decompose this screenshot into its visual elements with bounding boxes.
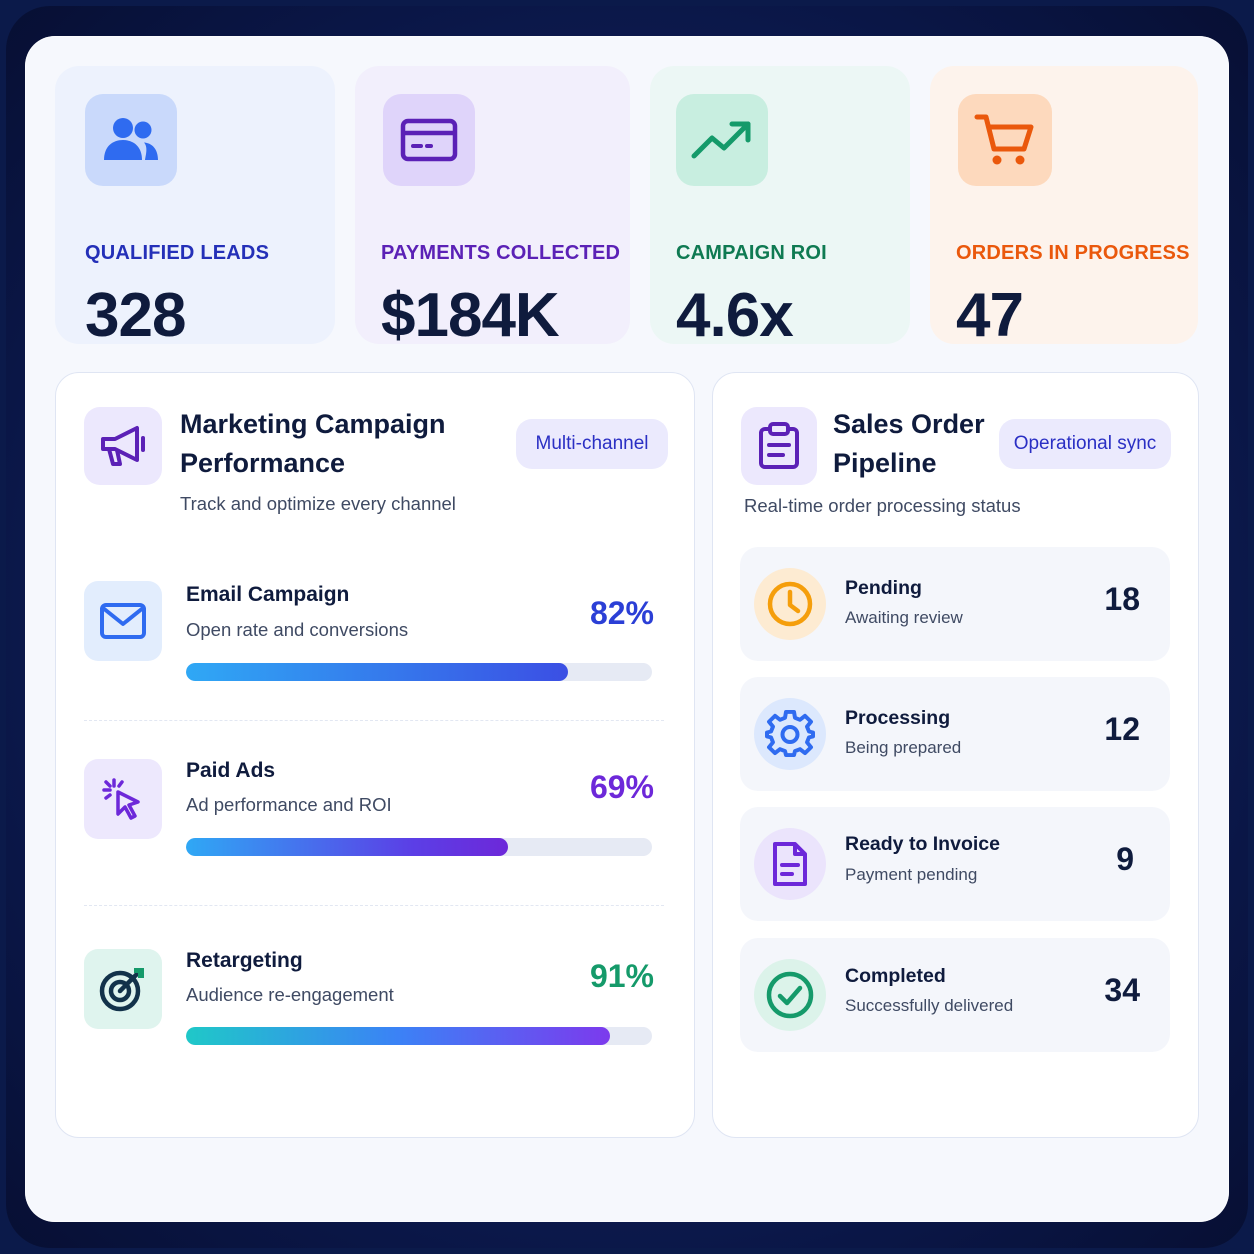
trend-up-icon [676,94,768,186]
sales-pipeline-card: Sales Order Pipeline Real-time order pro… [712,372,1199,1138]
stage-count: 12 [1104,711,1140,747]
email-progress-bar [186,663,652,681]
kpi-card-payments-collected[interactable]: PAYMENTS COLLECTED $184K [355,66,630,350]
campaign-description: Ad performance and ROI [186,794,392,815]
stage-name: Pending [845,577,922,599]
kpi-value: 328 [85,281,186,350]
gear-icon [754,698,826,770]
stage-name: Ready to Invoice [845,833,1000,855]
clock-icon [754,568,826,640]
card-title-line: Performance [180,448,346,478]
users-icon [85,94,177,186]
cursor-click-icon [84,759,162,839]
row-divider [84,720,664,721]
stage-name: Processing [845,707,951,729]
check-circle-icon [754,959,826,1031]
operational-sync-badge[interactable]: Operational sync [999,419,1171,469]
card-title-line: Marketing Campaign [180,409,446,439]
kpi-value: $184K [381,281,560,350]
retargeting-progress-bar [186,1027,652,1045]
row-divider [84,905,664,906]
card-title-line: Sales Order [833,409,985,439]
pipeline-stage-processing[interactable]: Processing Being prepared 12 [740,677,1170,791]
target-icon [84,949,162,1029]
progress-fill [186,1027,611,1045]
campaign-percentage: 82% [589,595,654,631]
card-title: Marketing Campaign Performance [180,405,446,483]
mail-icon [84,581,162,661]
stage-count: 9 [1116,841,1134,877]
campaign-name: Email Campaign [186,583,350,606]
kpi-card-qualified-leads[interactable]: QUALIFIED LEADS 328 [55,66,335,350]
stage-name: Completed [845,965,946,987]
megaphone-icon [84,407,162,485]
stage-description: Successfully delivered [845,996,1014,1015]
campaign-description: Open rate and conversions [186,619,409,640]
kpi-card-campaign-roi[interactable]: CAMPAIGN ROI 4.6x [650,66,910,350]
campaign-name: Paid Ads [186,759,276,782]
progress-fill [186,663,569,681]
campaign-percentage: 69% [589,769,654,805]
kpi-label: PAYMENTS COLLECTED [381,242,621,264]
clipboard-icon [741,407,817,485]
credit-card-icon [383,94,475,186]
kpi-value: 4.6x [676,281,794,350]
dashboard-panel: QUALIFIED LEADS 328 PAYMENTS COLLECTED $… [25,36,1229,1222]
kpi-value: 47 [956,281,1024,350]
pipeline-stage-pending[interactable]: Pending Awaiting review 18 [740,547,1170,661]
pipeline-stage-completed[interactable]: Completed Successfully delivered 34 [740,938,1170,1052]
campaign-name: Retargeting [186,949,303,972]
stage-count: 18 [1104,581,1140,617]
campaign-percentage: 91% [589,958,654,994]
marketing-performance-card: Marketing Campaign Performance Track and… [55,372,695,1138]
document-icon [754,828,826,900]
campaign-description: Audience re-engagement [186,984,394,1005]
stage-count: 34 [1104,972,1140,1008]
kpi-label: QUALIFIED LEADS [85,242,270,264]
kpi-card-orders-in-progress[interactable]: ORDERS IN PROGRESS 47 [930,66,1198,350]
card-title-line: Pipeline [833,448,937,478]
pipeline-stage-ready-to-invoice[interactable]: Ready to Invoice Payment pending 9 [740,807,1170,921]
stage-description: Payment pending [845,865,978,884]
cart-icon [958,94,1052,186]
card-title: Sales Order Pipeline [833,405,985,483]
card-subtitle: Track and optimize every channel [180,493,456,514]
stage-description: Being prepared [845,738,962,757]
stage-description: Awaiting review [845,608,963,627]
progress-fill [186,838,508,856]
kpi-label: ORDERS IN PROGRESS [956,242,1190,264]
multi-channel-badge[interactable]: Multi-channel [516,419,668,469]
kpi-label: CAMPAIGN ROI [676,242,827,264]
card-subtitle: Real-time order processing status [744,495,1021,516]
paid-ads-progress-bar [186,838,652,856]
